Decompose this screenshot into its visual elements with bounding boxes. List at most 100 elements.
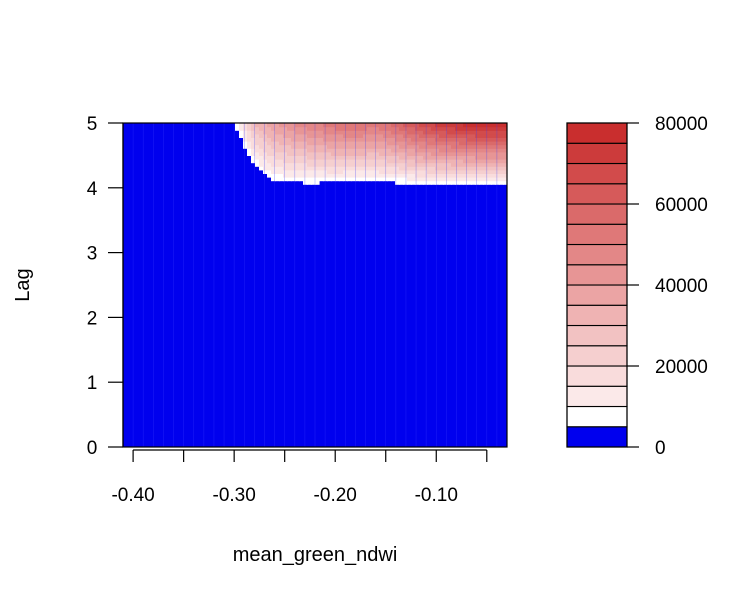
heatmap-cell	[391, 151, 396, 156]
heatmap-cell	[323, 177, 328, 182]
heatmap-cell	[399, 130, 404, 135]
heatmap-cell	[435, 177, 440, 182]
heatmap-cell	[411, 180, 416, 185]
heatmap-cell	[271, 141, 276, 146]
heatmap-cell	[419, 130, 424, 135]
heatmap-cell	[407, 159, 412, 164]
heatmap-cell	[315, 159, 320, 164]
heatmap-cell	[371, 162, 376, 167]
heatmap-cell	[487, 162, 492, 167]
colorbar-swatch	[566, 426, 628, 448]
heatmap-cell	[323, 144, 328, 149]
heatmap-cell	[503, 151, 507, 156]
heatmap-cell	[327, 130, 332, 135]
heatmap-cell	[459, 130, 464, 135]
heatmap-cell	[319, 151, 324, 156]
heatmap-cell	[499, 159, 504, 164]
heatmap-cell	[339, 151, 344, 156]
heatmap-cell	[327, 173, 332, 178]
heatmap-cell	[471, 141, 476, 146]
heatmap-cell	[259, 151, 264, 156]
heatmap-cell	[503, 180, 507, 185]
heatmap-cell	[443, 126, 448, 131]
heatmap-cell	[419, 166, 424, 171]
heatmap-cell	[419, 144, 424, 149]
heatmap-cell	[499, 130, 504, 135]
heatmap-cell	[395, 166, 400, 171]
heatmap-cell	[291, 169, 296, 174]
heatmap-cell	[475, 166, 480, 171]
heatmap-cell	[439, 126, 444, 131]
heatmap-cell	[391, 169, 396, 174]
colorbar-swatch	[566, 183, 628, 205]
heatmap-cell	[399, 162, 404, 167]
heatmap-cell	[391, 126, 396, 131]
heatmap-cell	[287, 126, 292, 131]
heatmap-cell	[331, 141, 336, 146]
heatmap-cell	[447, 159, 452, 164]
heatmap-cell	[403, 141, 408, 146]
heatmap-cell	[327, 169, 332, 174]
heatmap-cell	[471, 162, 476, 167]
heatmap-cell	[467, 173, 472, 178]
heatmap-cell	[383, 159, 388, 164]
heatmap-cell	[415, 144, 420, 149]
heatmap-cell	[431, 169, 436, 174]
heatmap-cell	[475, 159, 480, 164]
heatmap-cell	[451, 151, 456, 156]
heatmap-cell	[467, 155, 472, 160]
heatmap-cell	[499, 169, 504, 174]
heatmap-cell	[267, 162, 272, 167]
heatmap-cell	[299, 141, 304, 146]
heatmap-cell	[423, 126, 428, 131]
heatmap-cell	[367, 162, 372, 167]
heatmap-cell	[439, 137, 444, 142]
heatmap-cell	[323, 123, 328, 128]
heatmap-cell	[243, 144, 248, 149]
heatmap-cell	[327, 151, 332, 156]
heatmap-cell	[363, 173, 368, 178]
colorbar-swatch	[566, 405, 628, 428]
heatmap-cell	[243, 126, 248, 131]
heatmap-cell	[463, 169, 468, 174]
heatmap-cell	[447, 180, 452, 185]
heatmap-cell	[467, 126, 472, 131]
heatmap-cell	[251, 137, 256, 142]
heatmap-cell	[283, 159, 288, 164]
heatmap-cell	[311, 141, 316, 146]
heatmap-cell	[403, 144, 408, 149]
heatmap-cell	[383, 144, 388, 149]
heatmap-cell	[363, 159, 368, 164]
heatmap-cell	[363, 169, 368, 174]
heatmap-cell	[431, 126, 436, 131]
heatmap-cell	[283, 151, 288, 156]
heatmap-cell	[359, 148, 364, 153]
heatmap-cell	[407, 126, 412, 131]
heatmap-cell	[479, 155, 484, 160]
heatmap-cell	[415, 126, 420, 131]
heatmap-cell	[279, 151, 284, 156]
heatmap-cell	[371, 126, 376, 131]
heatmap-cell	[479, 151, 484, 156]
heatmap-cell	[471, 123, 476, 128]
heatmap-cell	[455, 137, 460, 142]
heatmap-cell	[291, 177, 296, 182]
heatmap-cell	[447, 155, 452, 160]
heatmap-cell	[251, 155, 256, 160]
heatmap-cell	[327, 126, 332, 131]
heatmap-cell	[495, 169, 500, 174]
heatmap-cell	[411, 130, 416, 135]
heatmap-cell	[419, 137, 424, 142]
heatmap-cell	[471, 180, 476, 185]
heatmap-cell	[483, 126, 488, 131]
heatmap-cell	[271, 173, 276, 178]
heatmap-cell	[395, 159, 400, 164]
heatmap-cell	[275, 137, 280, 142]
heatmap-cell	[471, 148, 476, 153]
colorbar-tick-label: 20000	[655, 357, 708, 378]
heatmap-cell	[295, 137, 300, 142]
heatmap-cell	[423, 159, 428, 164]
heatmap-cell	[487, 148, 492, 153]
heatmap-cell	[491, 133, 496, 138]
heatmap-cell	[267, 133, 272, 138]
